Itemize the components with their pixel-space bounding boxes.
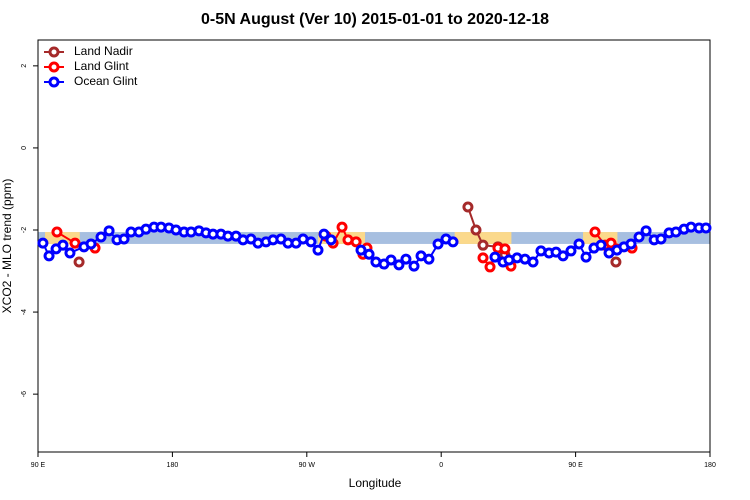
- land-highlight: [318, 232, 366, 244]
- data-point: [385, 254, 397, 266]
- data-point: [605, 237, 617, 249]
- data-point: [355, 244, 367, 256]
- data-point: [57, 239, 69, 251]
- plot-frame: [37, 39, 711, 453]
- x-tick-label: 0: [439, 462, 443, 469]
- reference-band: [38, 232, 710, 244]
- data-point: [350, 236, 362, 248]
- data-point: [95, 231, 107, 243]
- data-point: [470, 224, 482, 236]
- legend-label: Land Glint: [74, 59, 129, 73]
- y-tick-label: -2: [21, 227, 28, 233]
- x-axis-label: Longitude: [349, 476, 402, 490]
- x-tick-label: 180: [704, 462, 716, 469]
- data-point: [69, 237, 81, 249]
- data-point: [408, 260, 420, 272]
- x-tick-label: 90 E: [31, 462, 46, 469]
- data-point: [51, 226, 63, 238]
- data-point: [64, 247, 76, 259]
- legend-marker: [48, 46, 60, 58]
- data-point: [499, 243, 511, 255]
- y-tick-label: -4: [21, 309, 28, 315]
- land-highlight: [454, 232, 512, 244]
- data-point: [336, 221, 348, 233]
- data-point: [393, 259, 405, 271]
- data-point: [447, 236, 459, 248]
- data-point: [37, 237, 49, 249]
- data-point: [700, 222, 712, 234]
- data-point: [103, 225, 115, 237]
- data-point: [325, 234, 337, 246]
- data-point: [363, 248, 375, 260]
- data-point: [610, 256, 622, 268]
- data-point: [527, 256, 539, 268]
- data-point: [589, 226, 601, 238]
- x-tick-label: 90 W: [299, 462, 316, 469]
- legend-label: Ocean Glint: [74, 74, 138, 88]
- data-point: [432, 238, 444, 250]
- y-tick-label: 0: [21, 146, 28, 150]
- legend-marker: [48, 61, 60, 73]
- chart-title: 0-5N August (Ver 10) 2015-01-01 to 2020-…: [201, 11, 549, 28]
- data-point: [565, 245, 577, 257]
- data-point: [43, 250, 55, 262]
- x-tick-label: 90 E: [568, 462, 583, 469]
- y-tick-label: -6: [21, 391, 28, 397]
- data-point: [655, 233, 667, 245]
- data-point: [557, 250, 569, 262]
- legend-marker: [48, 76, 60, 88]
- data-point: [573, 238, 585, 250]
- data-point: [625, 238, 637, 250]
- data-point: [580, 251, 592, 263]
- data-point: [477, 252, 489, 264]
- y-tick-label: 2: [21, 64, 28, 68]
- data-point: [400, 253, 412, 265]
- data-point: [305, 236, 317, 248]
- data-point: [640, 225, 652, 237]
- data-point: [633, 231, 645, 243]
- series: [37, 221, 712, 272]
- y-axis-label: XCO2 - MLO trend (ppm): [0, 179, 14, 314]
- data-point: [85, 238, 97, 250]
- legend-label: Land Nadir: [74, 44, 133, 58]
- data-point: [318, 228, 330, 240]
- data-point: [595, 239, 607, 251]
- data-point: [118, 233, 130, 245]
- land-highlight: [45, 232, 80, 244]
- data-point: [489, 251, 501, 263]
- data-point: [484, 261, 496, 273]
- data-point: [477, 239, 489, 251]
- data-point: [462, 201, 474, 213]
- x-tick-label: 180: [167, 462, 179, 469]
- data-point: [423, 253, 435, 265]
- data-point: [73, 256, 85, 268]
- data-point: [312, 244, 324, 256]
